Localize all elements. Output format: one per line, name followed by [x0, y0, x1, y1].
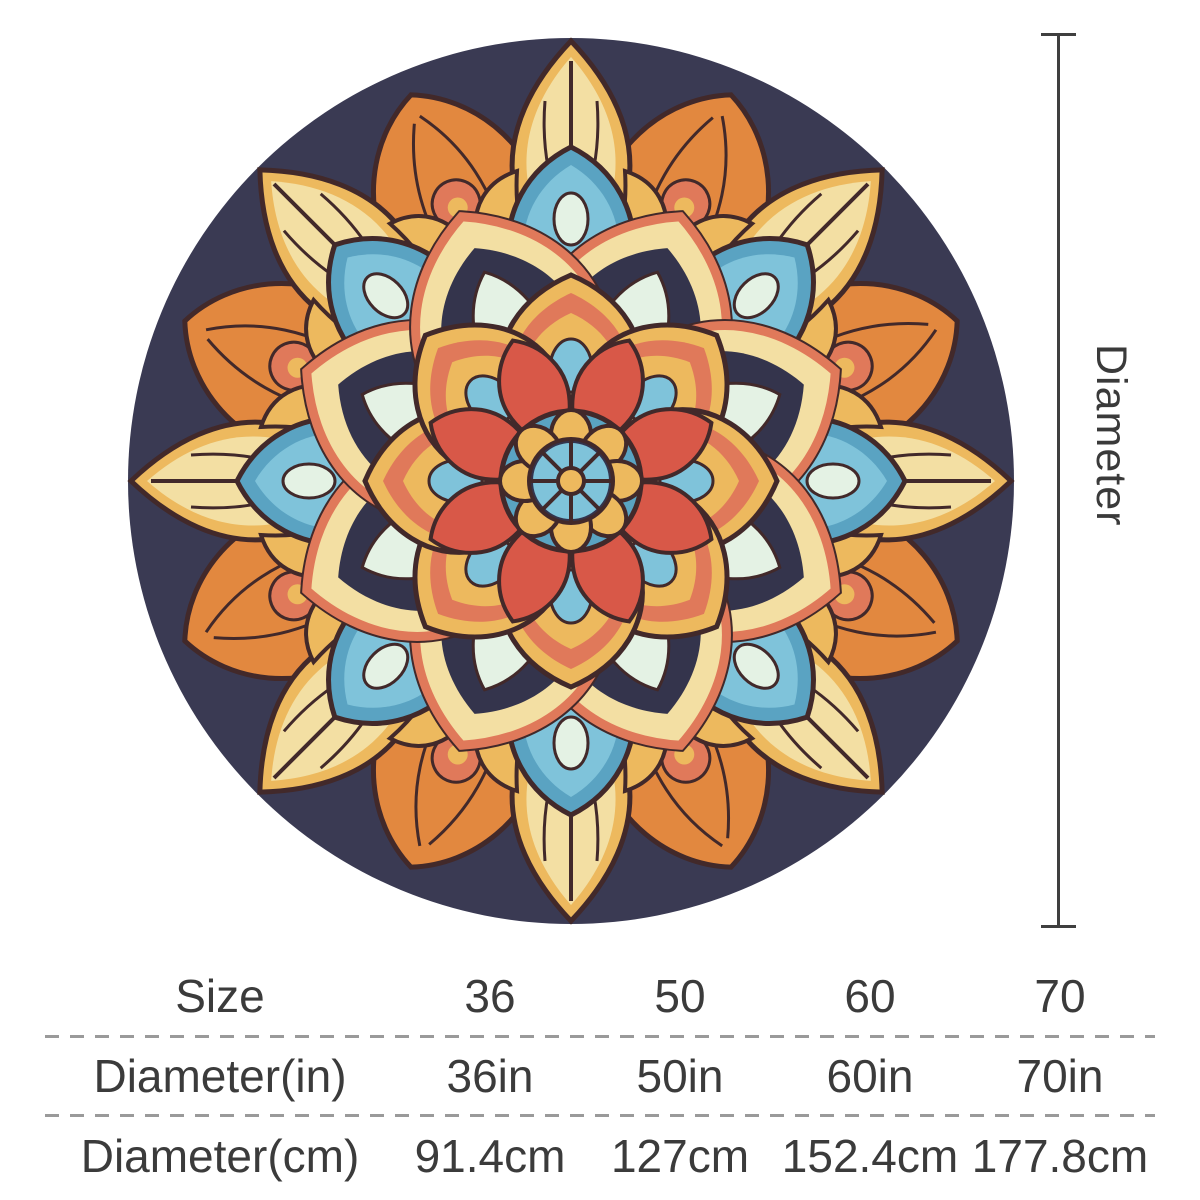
diameter-in-value: 60in [826, 1050, 914, 1102]
row-label-diameter-in: Diameter(in) [93, 1050, 347, 1102]
diameter-in-value: 70in [1016, 1050, 1104, 1102]
table-row-diameter-cm: Diameter(cm) 91.4cm 127cm 152.4cm 177.8c… [45, 1117, 1155, 1195]
table-row-diameter-in: Diameter(in) 36in 50in 60in 70in [45, 1038, 1155, 1114]
measure-cap-top [1041, 33, 1076, 36]
size-value: 36 [464, 970, 516, 1022]
size-value: 70 [1034, 970, 1086, 1022]
diameter-in-value: 36in [446, 1050, 534, 1102]
diameter-label: Diameter [1087, 344, 1135, 527]
diameter-cm-value: 127cm [610, 1130, 750, 1182]
mandala-rug-image [128, 38, 1014, 924]
measure-cap-bottom [1041, 925, 1076, 928]
size-table: Size 36 50 60 70 Diameter(in) 36in 50in … [45, 958, 1155, 1195]
size-value: 60 [844, 970, 896, 1022]
row-label-diameter-cm: Diameter(cm) [80, 1130, 360, 1182]
row-label-size: Size [175, 970, 265, 1022]
dashed-divider [45, 1114, 1155, 1117]
diameter-measure-line [1041, 33, 1076, 928]
center-medallion [498, 408, 644, 554]
diameter-cm-value: 177.8cm [971, 1130, 1149, 1182]
dashed-divider [45, 1035, 1155, 1038]
diameter-cm-value: 152.4cm [781, 1130, 959, 1182]
diameter-in-value: 50in [636, 1050, 724, 1102]
table-row-size: Size 36 50 60 70 [45, 958, 1155, 1035]
diameter-cm-value: 91.4cm [414, 1130, 566, 1182]
size-value: 50 [654, 970, 706, 1022]
